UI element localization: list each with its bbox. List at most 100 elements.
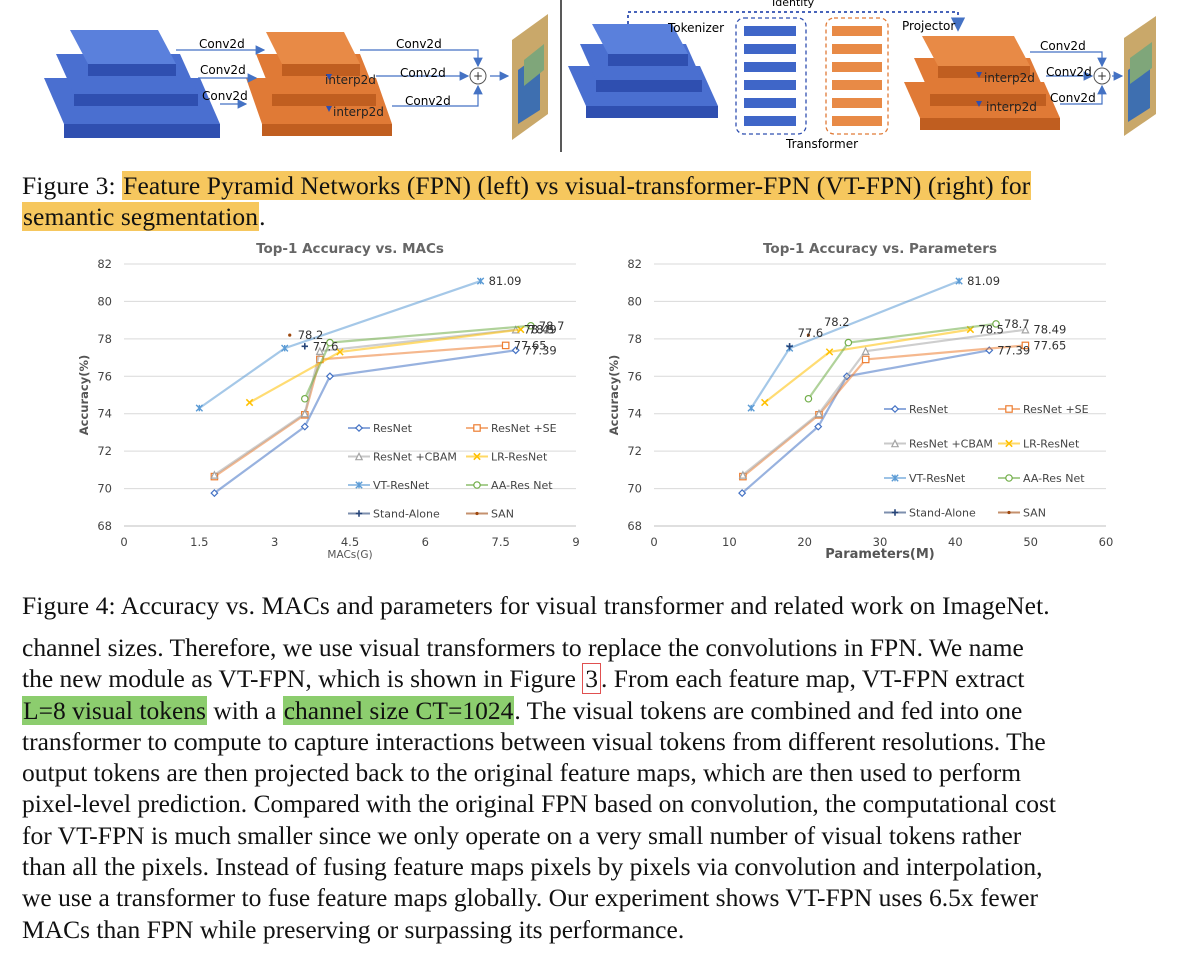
legend-label: VT-ResNet (373, 479, 430, 492)
y-tick-label: 72 (627, 444, 642, 458)
left-conv2d-2: Conv2d (200, 63, 246, 77)
data-point (761, 398, 769, 407)
chart-accuracy-vs-macs: Top-1 Accuracy vs. MACs 68 70 72 74 76 78 80 82 0… (70, 236, 590, 576)
chart-params-svg: Top-1 Accuracy vs. Parameters 68 70 72 74 76 7… (607, 241, 1113, 562)
x-tick-label: 3 (271, 535, 278, 549)
legend-label: ResNet +CBAM (909, 438, 993, 451)
series-lr-resnet (761, 325, 975, 407)
legend-label: LR-ResNet (1023, 438, 1080, 451)
vtfpn-orange-decoder (904, 36, 1060, 130)
legend-label: SAN (1023, 507, 1046, 520)
para-line-5: output tokens are then projected back to… (22, 758, 1022, 788)
x-tick-label: 10 (722, 535, 737, 549)
legend-item: SAN (998, 507, 1046, 520)
series-line (807, 322, 997, 400)
x-tick-label: 7.5 (492, 535, 510, 549)
y-tick-label: 82 (627, 257, 642, 271)
highlight-visual-tokens: L=8 visual tokens (22, 695, 207, 725)
y-tick-label: 70 (97, 482, 112, 496)
series-san (806, 333, 811, 337)
figure3-highlight-line1: Feature Pyramid Networks (FPN) (left) vs… (122, 171, 1032, 200)
legend-item: ResNet (884, 403, 949, 416)
left-conv2d-top: Conv2d (396, 37, 442, 51)
y-axis-label: Accuracy(%) (77, 355, 91, 436)
data-point (786, 343, 793, 350)
series-line (213, 349, 516, 494)
left-conv2d-1: Conv2d (199, 37, 245, 51)
data-point (210, 470, 219, 479)
para-line-1: channel sizes. Therefore, we use visual … (22, 633, 1024, 662)
data-point (1021, 325, 1030, 334)
y-tick-label: 78 (97, 332, 112, 346)
y-tick-label: 80 (627, 294, 642, 308)
legend-item: VT-ResNet (884, 472, 966, 485)
x-tick-label: 0 (120, 535, 127, 549)
data-point (738, 470, 748, 479)
para-line-10: MACs than FPN while preserving or surpas… (22, 914, 685, 944)
x-tick-label: 0 (650, 535, 657, 549)
data-point (476, 277, 485, 285)
left-segmentation-output (512, 14, 548, 140)
data-point (325, 372, 334, 381)
legend-marker (354, 451, 364, 461)
y-tick-label: 76 (627, 369, 642, 383)
data-point (511, 346, 520, 355)
data-point (806, 333, 811, 337)
data-label: 77.65 (1033, 338, 1066, 352)
legend-marker (473, 481, 481, 489)
legend-label: LR-ResNet (491, 451, 548, 464)
left-interp2d-1: interp2d (325, 73, 376, 87)
data-point (861, 346, 870, 356)
legend-marker (354, 423, 364, 433)
data-label: 77.6 (798, 326, 824, 340)
legend-label: ResNet +SE (491, 422, 557, 435)
identity-label: Identity (772, 0, 815, 9)
legend-marker (355, 481, 363, 489)
data-label: 78.49 (1033, 323, 1066, 337)
data-label: 81.09 (489, 274, 522, 288)
y-tick-label: 68 (97, 519, 112, 533)
legend-label: AA-Res Net (491, 479, 553, 492)
series-line (249, 328, 521, 404)
data-point (288, 333, 292, 337)
chart-macs-svg: Top-1 Accuracy vs. MACs 68 70 72 74 76 78 80 82 0… (77, 241, 580, 561)
data-label: 78.7 (539, 319, 565, 333)
visual-token-stack (744, 26, 796, 126)
series-vt-resnet (195, 277, 485, 412)
x-tick-label: 4.5 (341, 535, 359, 549)
x-tick-label: 6 (422, 535, 429, 549)
figure3-highlight-line2: semantic segmentation (22, 202, 260, 231)
series-resnet-cbam (738, 325, 1030, 479)
legend-marker (1005, 439, 1013, 448)
legend-item: Stand-Alone (884, 507, 976, 520)
y-tick-label: 70 (627, 482, 642, 496)
left-interp2d-2: interp2d (333, 105, 384, 119)
figure3-diagram: + Conv2d Conv2d Conv2d Conv2d Conv2d Con… (44, 0, 1156, 152)
data-point (315, 346, 325, 356)
series-stand-alone (301, 343, 308, 350)
legend-marker (1005, 405, 1013, 413)
right-segmentation-output (1124, 16, 1156, 136)
para-line-4: transformer to compute to capture intera… (22, 726, 1046, 756)
x-axis-label: Parameters(M) (825, 547, 935, 562)
legend-marker (473, 424, 481, 432)
legend-label: SAN (491, 508, 514, 521)
legend-label: ResNet +CBAM (373, 451, 457, 464)
series-aa-res-net (301, 321, 535, 403)
legend-label: ResNet (373, 422, 413, 435)
legend-item: ResNet +SE (998, 403, 1089, 416)
legend-label: Stand-Alone (909, 507, 976, 520)
chart-accuracy-vs-params: Top-1 Accuracy vs. Parameters 68 70 72 74 76 7… (600, 236, 1120, 576)
figure-ref-link[interactable]: 3 (582, 663, 602, 695)
data-label: 77.39 (524, 343, 557, 357)
legend-item: SAN (466, 508, 514, 521)
legend-item: ResNet +CBAM (348, 451, 457, 464)
fpn-blue-backbone (44, 30, 220, 138)
data-point (844, 338, 853, 347)
legend-marker (1005, 474, 1013, 482)
left-conv2d-3: Conv2d (202, 89, 248, 103)
data-point (281, 344, 289, 352)
data-point (814, 422, 823, 431)
figure4-caption: Figure 4: Accuracy vs. MACs and paramete… (22, 591, 1050, 620)
data-label: 77.39 (997, 343, 1030, 357)
